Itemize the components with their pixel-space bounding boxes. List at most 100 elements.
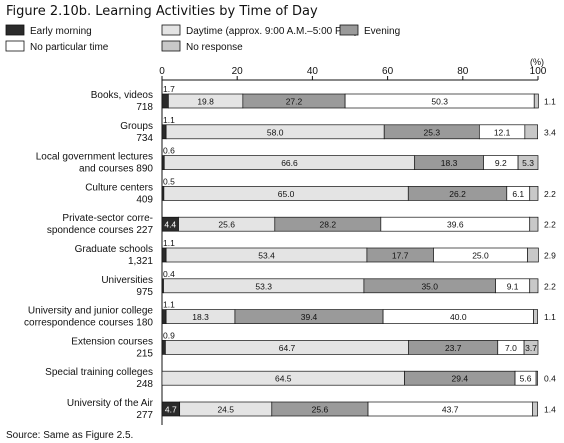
source-note: Source: Same as Figure 2.5. (6, 430, 133, 441)
data-label: 39.6 (447, 220, 464, 230)
data-label: 18.3 (192, 312, 209, 322)
category-label: Culture centers (85, 182, 153, 193)
data-label: 53.4 (258, 251, 275, 261)
data-label: 1.1 (163, 115, 175, 125)
data-label: 24.5 (217, 405, 234, 415)
category-count: 215 (136, 348, 153, 359)
bar-segment (533, 93, 539, 109)
data-label: 0.4 (544, 374, 556, 384)
bar-segment (527, 247, 539, 263)
data-label: 40.0 (450, 312, 467, 322)
x-tick-label-0: 0 (159, 66, 165, 77)
category-count: 409 (136, 194, 153, 205)
data-label: 18.3 (441, 158, 458, 168)
data-label: 2.2 (544, 220, 556, 230)
data-label: 0.4 (163, 269, 175, 279)
data-label: 2.2 (544, 281, 556, 291)
category-label: Local government lectures (36, 152, 153, 163)
data-label: 39.4 (301, 312, 318, 322)
data-label: 53.3 (255, 281, 272, 291)
category-label: Graduate schools (75, 244, 153, 255)
category-count: and courses 890 (79, 164, 153, 175)
data-label: 26.2 (449, 189, 466, 199)
bar-segment (532, 401, 538, 417)
category-label: University of the Air (67, 398, 154, 409)
data-label: 9.1 (507, 281, 519, 291)
x-tick-label-2: 40 (307, 66, 319, 77)
data-label: 58.0 (267, 127, 284, 137)
legend-label-2: Evening (364, 26, 400, 37)
category-count: 975 (136, 287, 153, 298)
data-label: 2.2 (544, 189, 556, 199)
data-label: 25.3 (424, 127, 441, 137)
data-label: 1.1 (163, 300, 175, 310)
bar-segment (517, 155, 539, 170)
category-label: Groups (120, 121, 153, 132)
chart-title: Figure 2.10b. Learning Activities by Tim… (6, 4, 318, 19)
legend-swatch-0 (5, 24, 25, 36)
category-label: Private-sector corre- (62, 213, 153, 224)
x-tick-label-3: 60 (382, 66, 394, 77)
bar-segment (161, 247, 167, 263)
data-label: 1.7 (163, 84, 175, 94)
data-label: 6.1 (512, 189, 524, 199)
bar-segment (523, 340, 539, 355)
category-count: 734 (136, 133, 153, 144)
category-count: 248 (136, 379, 153, 390)
legend-label-4: No response (186, 42, 243, 53)
data-label: 23.7 (445, 343, 462, 353)
legend-swatch-4 (161, 40, 181, 52)
bar-segment (524, 124, 538, 140)
bar-segment (533, 309, 538, 324)
bar-segment (529, 186, 539, 201)
data-label: 19.8 (197, 97, 214, 107)
data-label: 29.4 (452, 374, 469, 384)
bar-segment (529, 216, 539, 232)
data-label: 9.2 (495, 158, 507, 168)
bar-segment (161, 93, 169, 109)
bar-segment (535, 370, 538, 386)
data-label: 17.7 (392, 251, 409, 261)
category-label: Books, videos (91, 90, 153, 101)
category-count: spondence courses 227 (47, 225, 154, 236)
category-label: Extension courses (71, 336, 153, 347)
data-label: 65.0 (278, 189, 295, 199)
data-label: 35.0 (421, 281, 438, 291)
data-label: 25.0 (472, 251, 489, 261)
data-label: 64.5 (275, 374, 292, 384)
data-label: 0.6 (163, 146, 175, 156)
bar-segment (529, 278, 539, 294)
category-count: 1,321 (128, 256, 153, 267)
x-tick-label-5: 100 (530, 66, 547, 77)
bar-segment (161, 340, 166, 355)
data-label: 66.6 (281, 158, 298, 168)
data-label: 0.9 (163, 330, 175, 340)
category-label: Universities (101, 275, 153, 286)
data-label: 2.9 (544, 251, 556, 261)
data-label: 43.7 (442, 405, 459, 415)
data-label: 7.0 (505, 343, 517, 353)
category-count: correspondence courses 180 (24, 318, 153, 329)
data-label: 5.6 (520, 374, 532, 384)
legend-swatch-2 (339, 24, 359, 36)
legend-label-0: Early morning (30, 26, 92, 37)
data-label: 4.7 (165, 405, 177, 415)
data-label: 27.2 (286, 97, 303, 107)
category-count: 277 (136, 410, 153, 421)
category-count: 718 (136, 102, 153, 113)
data-label: 25.6 (312, 405, 329, 415)
bar-segment (161, 124, 167, 140)
data-label: 25.6 (218, 220, 235, 230)
data-label: 1.1 (163, 238, 175, 248)
category-label: Special training colleges (45, 367, 153, 378)
data-label: 28.2 (320, 220, 337, 230)
data-label: 64.7 (279, 343, 296, 353)
x-tick-label-4: 80 (457, 66, 469, 77)
unit-label: (%) (530, 57, 544, 67)
data-label: 5.3 (522, 158, 534, 168)
data-label: 12.1 (494, 127, 511, 137)
category-label: University and junior college (28, 306, 154, 317)
legend-label-3: No particular time (30, 42, 109, 53)
data-label: 3.4 (544, 127, 556, 137)
